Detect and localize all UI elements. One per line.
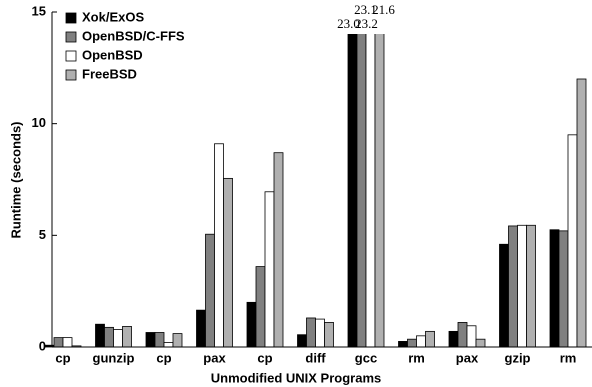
bar <box>154 332 165 348</box>
x-tick-label: gzip <box>505 350 531 365</box>
x-tick-label: rm <box>560 350 577 365</box>
bar <box>407 338 417 348</box>
bar <box>475 338 486 348</box>
bar <box>324 322 334 348</box>
x-tick-label: gunzip <box>93 350 135 365</box>
bar <box>196 309 206 348</box>
bar <box>398 341 408 348</box>
x-tick-label: rm <box>408 350 425 365</box>
legend-label: OpenBSD/C-FFS <box>82 28 185 43</box>
bar <box>246 301 257 348</box>
x-tick-label: cp <box>55 350 70 365</box>
bar <box>205 233 215 348</box>
bar <box>526 224 536 348</box>
bar <box>356 34 367 348</box>
legend-swatch <box>65 12 77 24</box>
legend-label: FreeBSD <box>82 66 137 81</box>
bar <box>347 34 358 348</box>
bar <box>214 143 224 348</box>
bar <box>122 326 132 348</box>
bar <box>567 134 578 348</box>
bar <box>448 330 459 348</box>
legend-label: Xok/ExOS <box>82 9 144 24</box>
legend-label: OpenBSD <box>82 47 143 62</box>
value-label: 23.0 <box>337 16 360 31</box>
bar <box>517 224 527 348</box>
value-label: 21.6 <box>372 2 395 17</box>
x-tick-label: pax <box>203 350 226 365</box>
bar <box>223 177 233 348</box>
y-tick-label: 10 <box>32 115 46 130</box>
bar <box>95 323 105 348</box>
bar <box>425 330 435 348</box>
x-tick-label: diff <box>305 350 326 365</box>
legend-swatch <box>65 31 77 43</box>
bar <box>457 322 468 348</box>
bar <box>163 342 174 348</box>
bar <box>549 229 560 348</box>
bar <box>558 230 569 348</box>
bar <box>113 329 123 348</box>
bar <box>255 266 266 348</box>
bar <box>297 334 307 348</box>
bar <box>416 335 426 348</box>
y-tick-label: 15 <box>32 3 46 18</box>
y-tick-label: 0 <box>39 338 46 353</box>
y-axis-title: Runtime (seconds) <box>8 121 23 238</box>
bar <box>53 337 64 348</box>
x-axis-title: Unmodified UNIX Programs <box>211 370 381 385</box>
x-tick-label: cp <box>257 350 272 365</box>
bar <box>365 34 376 348</box>
bar <box>315 318 325 348</box>
x-tick-label: gcc <box>355 350 377 365</box>
x-tick-label: pax <box>456 350 479 365</box>
bar <box>62 337 73 348</box>
bar <box>466 325 477 348</box>
y-tick-label: 5 <box>39 227 46 242</box>
bar <box>145 332 156 348</box>
legend-swatch <box>65 69 77 81</box>
bar <box>172 333 183 348</box>
bar <box>104 326 114 348</box>
bar <box>576 78 587 348</box>
bar <box>273 152 284 348</box>
legend-swatch <box>65 50 77 62</box>
bar <box>508 225 518 348</box>
value-label: 23.1 <box>354 2 377 17</box>
x-tick-label: cp <box>156 350 171 365</box>
bars <box>44 34 587 348</box>
bar <box>264 191 275 348</box>
value-label: 23.2 <box>355 16 378 31</box>
bar <box>499 243 509 348</box>
bar <box>374 34 385 348</box>
bar <box>306 317 316 348</box>
